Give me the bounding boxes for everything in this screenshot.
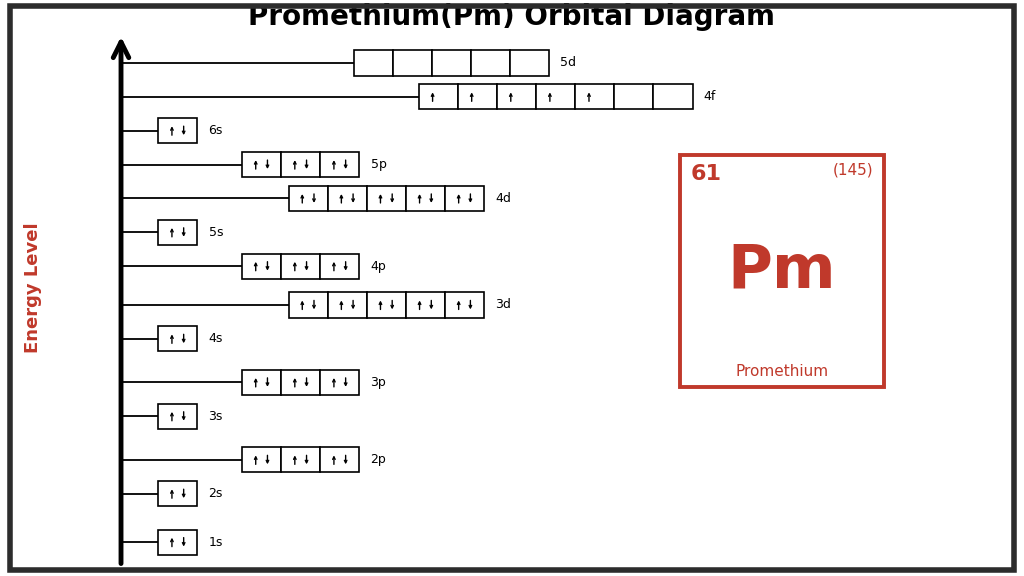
- Bar: [282, 253, 321, 279]
- Bar: [242, 447, 282, 472]
- Bar: [471, 50, 510, 75]
- Bar: [367, 293, 406, 317]
- Text: 2p: 2p: [371, 453, 386, 467]
- Bar: [159, 326, 198, 351]
- Text: (145): (145): [833, 162, 873, 177]
- Bar: [159, 118, 198, 143]
- Text: 61: 61: [691, 164, 722, 184]
- Text: 5s: 5s: [209, 226, 223, 239]
- Bar: [653, 84, 692, 109]
- Text: Promethium: Promethium: [735, 363, 828, 378]
- Bar: [445, 293, 484, 317]
- Text: 4d: 4d: [496, 192, 511, 205]
- Bar: [328, 186, 367, 211]
- Bar: [406, 293, 445, 317]
- Bar: [537, 84, 575, 109]
- Text: 1s: 1s: [209, 536, 223, 548]
- Text: 5d: 5d: [560, 56, 577, 70]
- Bar: [393, 50, 432, 75]
- Bar: [159, 481, 198, 506]
- Bar: [242, 152, 282, 177]
- Bar: [282, 152, 321, 177]
- Bar: [406, 186, 445, 211]
- Text: 6s: 6s: [209, 124, 223, 137]
- Text: 4f: 4f: [703, 90, 716, 103]
- Bar: [289, 293, 328, 317]
- Text: 4s: 4s: [209, 332, 223, 346]
- Text: Energy Level: Energy Level: [24, 223, 42, 353]
- Bar: [353, 50, 393, 75]
- Bar: [159, 404, 198, 429]
- Bar: [321, 152, 359, 177]
- Bar: [680, 155, 885, 387]
- Text: 2s: 2s: [209, 487, 223, 500]
- Bar: [289, 186, 328, 211]
- Bar: [432, 50, 471, 75]
- Bar: [321, 370, 359, 395]
- Bar: [614, 84, 653, 109]
- Bar: [159, 529, 198, 555]
- Bar: [458, 84, 497, 109]
- Text: 3p: 3p: [371, 376, 386, 389]
- Bar: [242, 370, 282, 395]
- Bar: [321, 447, 359, 472]
- Bar: [419, 84, 458, 109]
- Text: Pm: Pm: [728, 241, 837, 301]
- Text: 5p: 5p: [371, 158, 386, 171]
- Bar: [282, 370, 321, 395]
- Bar: [282, 447, 321, 472]
- Bar: [321, 253, 359, 279]
- Bar: [510, 50, 549, 75]
- Text: 4p: 4p: [371, 260, 386, 272]
- Bar: [328, 293, 367, 317]
- Bar: [367, 186, 406, 211]
- Bar: [159, 220, 198, 245]
- Bar: [242, 253, 282, 279]
- Bar: [445, 186, 484, 211]
- Text: Promethium(Pm) Orbital Diagram: Promethium(Pm) Orbital Diagram: [249, 3, 775, 31]
- Bar: [497, 84, 537, 109]
- Text: 3d: 3d: [496, 298, 511, 312]
- Bar: [575, 84, 614, 109]
- Text: 3s: 3s: [209, 410, 223, 423]
